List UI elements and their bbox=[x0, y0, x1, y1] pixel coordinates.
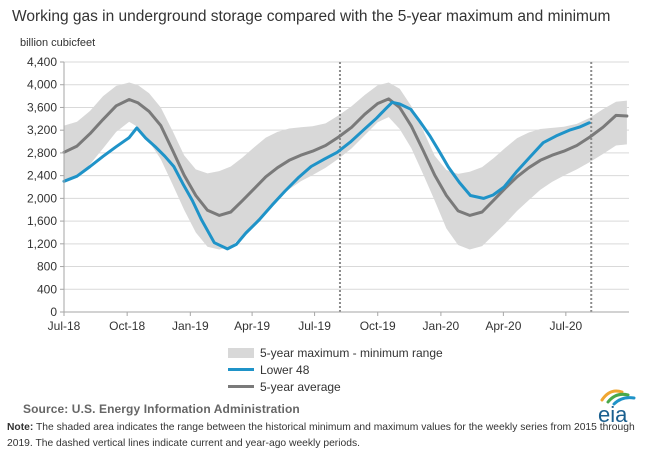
y-tick-label-8: 3,200 bbox=[27, 123, 57, 137]
y-tick-label-11: 4,400 bbox=[27, 55, 57, 69]
x-tick-label-5: Oct-19 bbox=[360, 319, 396, 333]
y-tick-label-1: 400 bbox=[37, 282, 57, 296]
logo-arc-green bbox=[606, 392, 630, 404]
note: Note: The shaded area indicates the rang… bbox=[7, 420, 657, 452]
y-axis-ticks: 0 400 800 1,200 1,600 2,000 2,400 2,800 3,200 3,6… bbox=[27, 55, 64, 319]
note-label: Note: bbox=[7, 422, 34, 433]
logo-arc-blue bbox=[612, 396, 636, 406]
legend-label-average: 5-year average bbox=[260, 379, 341, 394]
logo-text: eia bbox=[598, 402, 628, 426]
x-tick-label-3: Apr-19 bbox=[234, 319, 270, 333]
y-axis-unit-label: billion cubicfeet bbox=[20, 37, 96, 49]
x-tick-label-0: Jul-18 bbox=[48, 319, 81, 333]
legend-label-band: 5-year maximum - minimum range bbox=[260, 345, 443, 360]
axes bbox=[63, 62, 629, 313]
legend-item-lower48: Lower 48 bbox=[228, 361, 443, 378]
source-line: Source: U.S. Energy Information Administ… bbox=[23, 402, 300, 416]
legend: 5-year maximum - minimum range Lower 48 … bbox=[228, 344, 443, 395]
x-tick-label-4: Jul-19 bbox=[298, 319, 331, 333]
x-axis-ticks: Jul-18 Oct-18 Jan-19 Apr-19 Jul-19 Oct-19 Jan-… bbox=[48, 312, 583, 333]
series-line-lower48 bbox=[62, 100, 591, 251]
x-tick-label-1: Oct-18 bbox=[109, 319, 145, 333]
y-tick-label-5: 2,000 bbox=[27, 191, 57, 205]
y-tick-label-10: 4,000 bbox=[27, 78, 57, 92]
y-tick-label-4: 1,600 bbox=[27, 214, 57, 228]
x-tick-label-7: Apr-20 bbox=[485, 319, 521, 333]
x-tick-label-6: Jan-20 bbox=[423, 319, 460, 333]
legend-item-band: 5-year maximum - minimum range bbox=[228, 344, 443, 361]
x-tick-label-2: Jan-19 bbox=[172, 319, 209, 333]
series-lines bbox=[62, 97, 629, 251]
y-tick-label-3: 1,200 bbox=[27, 237, 57, 251]
legend-label-lower48: Lower 48 bbox=[260, 362, 310, 377]
note-text: The shaded area indicates the range betw… bbox=[7, 422, 635, 449]
legend-swatch-band bbox=[228, 347, 254, 358]
dashed-week-markers bbox=[338, 62, 593, 312]
y-tick-label-7: 2,800 bbox=[27, 146, 57, 160]
eia-logo: eia bbox=[598, 389, 636, 426]
y-tick-label-9: 3,600 bbox=[27, 100, 57, 114]
legend-swatch-lower48 bbox=[228, 368, 254, 371]
y-tick-label-6: 2,400 bbox=[27, 169, 57, 183]
series-line-average bbox=[62, 97, 629, 217]
legend-item-average: 5-year average bbox=[228, 378, 443, 395]
y-tick-label-2: 800 bbox=[37, 260, 57, 274]
x-tick-label-8: Jul-20 bbox=[549, 319, 582, 333]
legend-swatch-average bbox=[228, 385, 254, 388]
chart-title: Working gas in underground storage compa… bbox=[12, 8, 611, 25]
y-tick-label-0: 0 bbox=[50, 305, 57, 319]
storage-chart: 0 400 800 1,200 1,600 2,000 2,400 2,800 3,200 3,6… bbox=[27, 55, 629, 333]
logo-arc-orange bbox=[600, 389, 624, 402]
